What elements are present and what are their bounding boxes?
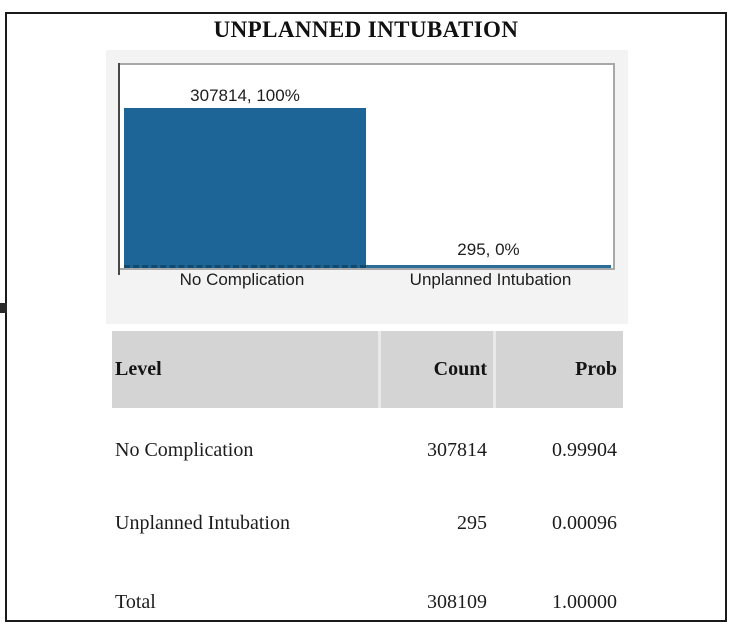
column-divider [493, 331, 496, 408]
bar-label-unplanned-intubation: 295, 0% [457, 240, 520, 259]
column-header-count: Count [433, 358, 487, 380]
bar-unplanned-intubation[interactable] [366, 265, 611, 268]
bar-label-no-complication: 307814, 100% [190, 86, 300, 105]
count-cell: 307814 [427, 438, 487, 461]
prob-cell: 0.00096 [552, 511, 617, 534]
prob-cell: 1.00000 [552, 590, 617, 613]
table-row-unplanned-intubation[interactable]: Unplanned Intubation 295 0.00096 [112, 503, 623, 543]
report-frame [5, 12, 727, 622]
count-cell: 308109 [427, 590, 487, 613]
level-cell: Total [115, 590, 156, 613]
table-row-total[interactable]: Total 308109 1.00000 [112, 582, 623, 622]
table-row-no-complication[interactable]: No Complication 307814 0.99904 [112, 430, 623, 470]
bar-no-complication-baseline [124, 265, 366, 268]
column-divider [378, 331, 381, 408]
freq-table-header: Level Count Prob [112, 331, 623, 408]
y-axis-line [118, 63, 120, 275]
bar-no-complication[interactable] [124, 108, 366, 268]
report-title: UNPLANNED INTUBATION [213, 17, 519, 42]
window-edge-mark [0, 303, 7, 313]
distribution-chart-panel: 307814, 100% 295, 0% No Complication Unp… [106, 50, 628, 324]
level-cell: Unplanned Intubation [115, 511, 290, 534]
count-cell: 295 [457, 511, 487, 534]
x-axis-label-unplanned-intubation: Unplanned Intubation [409, 270, 572, 289]
prob-cell: 0.99904 [552, 438, 617, 461]
column-header-level: Level [115, 358, 162, 380]
column-header-prob: Prob [575, 358, 617, 380]
level-cell: No Complication [115, 438, 254, 461]
x-axis-label-no-complication: No Complication [179, 270, 305, 289]
